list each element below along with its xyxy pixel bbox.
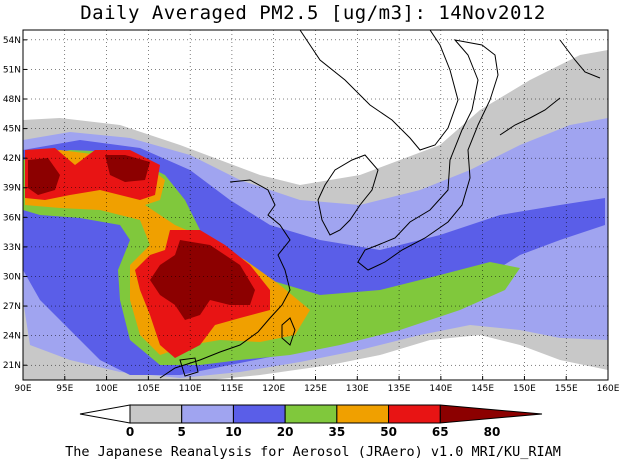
coastline-japan — [357, 39, 499, 271]
lon-tick-label: 125E — [304, 384, 327, 394]
chart-title: Daily Averaged PM2.5 [ug/m3]: 14Nov2012 — [80, 2, 546, 24]
lon-tick-label: 105E — [137, 384, 160, 394]
colorbar-label: 80 — [484, 425, 501, 439]
lat-tick-label: 21N — [3, 361, 21, 371]
lat-tick-label: 48N — [3, 95, 21, 105]
longitude-labels: 90E 95E 100E 105E 110E 115E 120E 125E 130E 135E 14… — [14, 376, 620, 394]
coastline-russia — [299, 30, 459, 151]
colorbar-high-arrow — [439, 404, 543, 424]
lat-tick-label: 51N — [3, 65, 21, 75]
colorbar-label: 10 — [225, 425, 242, 439]
lat-tick-label: 54N — [3, 36, 21, 46]
lon-tick-label: 135E — [388, 384, 411, 394]
lon-tick-label: 140E — [429, 384, 452, 394]
coastline-korea — [317, 154, 379, 236]
lat-tick-label: 33N — [3, 243, 21, 253]
lon-tick-label: 95E — [56, 384, 73, 394]
lon-tick-label: 145E — [471, 384, 494, 394]
coastline-kuril — [499, 97, 561, 136]
colorbar-label: 0 — [126, 425, 134, 439]
colorbar-label: 35 — [329, 425, 346, 439]
colorbar-label: 50 — [380, 425, 397, 439]
lat-tick-label: 45N — [3, 125, 21, 135]
colorbar-segment — [181, 404, 234, 424]
colorbar-low-arrow — [79, 404, 131, 424]
pm25-fields — [23, 50, 608, 380]
colorbar-label: 5 — [178, 425, 186, 439]
colorbar-segment — [388, 404, 441, 424]
colorbar-segment — [284, 404, 338, 424]
colorbar-segment — [232, 404, 286, 424]
lat-tick-label: 36N — [3, 213, 21, 223]
band-darkred — [28, 155, 255, 320]
coastline-taiwan — [281, 317, 296, 346]
lon-tick-label: 155E — [555, 384, 578, 394]
lon-tick-label: 160E — [597, 384, 620, 394]
lat-tick-label: 27N — [3, 302, 21, 312]
colorbar: 0 5 10 20 35 50 65 80 — [79, 404, 543, 439]
colorbar-label: 65 — [432, 425, 449, 439]
graticule — [23, 30, 608, 380]
lon-tick-label: 120E — [262, 384, 285, 394]
credit-text: The Japanese Reanalysis for Aerosol (JRA… — [65, 444, 561, 460]
lon-tick-label: 90E — [14, 384, 31, 394]
colorbar-segment — [129, 404, 183, 424]
lon-tick-label: 150E — [513, 384, 536, 394]
lon-tick-label: 130E — [346, 384, 369, 394]
lat-tick-label: 39N — [3, 184, 21, 194]
colorbar-label: 20 — [277, 425, 294, 439]
lon-tick-label: 100E — [95, 384, 118, 394]
coastline-kamchatka — [559, 39, 601, 79]
lon-tick-label: 115E — [220, 384, 243, 394]
lat-tick-label: 42N — [3, 154, 21, 164]
lat-tick-label: 30N — [3, 272, 21, 282]
lat-tick-label: 24N — [3, 332, 21, 342]
lon-tick-label: 110E — [179, 384, 202, 394]
latitude-labels: 21N 24N 27N 30N 33N 36N 39N 42N 45N 48N 51N 54N — [3, 36, 27, 371]
colorbar-segment — [336, 404, 390, 424]
band-red — [25, 148, 270, 358]
